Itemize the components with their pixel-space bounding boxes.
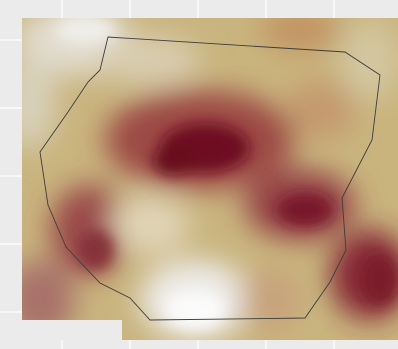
blob bbox=[77, 230, 113, 270]
blob bbox=[100, 35, 200, 85]
blob bbox=[277, 194, 333, 226]
surface-cores bbox=[55, 18, 398, 328]
blob bbox=[362, 255, 398, 305]
blob bbox=[110, 195, 190, 255]
blob bbox=[260, 18, 340, 50]
blob bbox=[340, 20, 398, 100]
blob bbox=[55, 18, 115, 44]
blob bbox=[153, 145, 197, 175]
blob bbox=[22, 50, 55, 150]
boundary-outline bbox=[39, 36, 381, 321]
blob bbox=[22, 260, 75, 340]
surface-cutout bbox=[22, 320, 122, 340]
blob bbox=[240, 270, 300, 330]
blob bbox=[285, 80, 355, 140]
blob bbox=[165, 292, 225, 328]
surface bbox=[22, 18, 398, 340]
